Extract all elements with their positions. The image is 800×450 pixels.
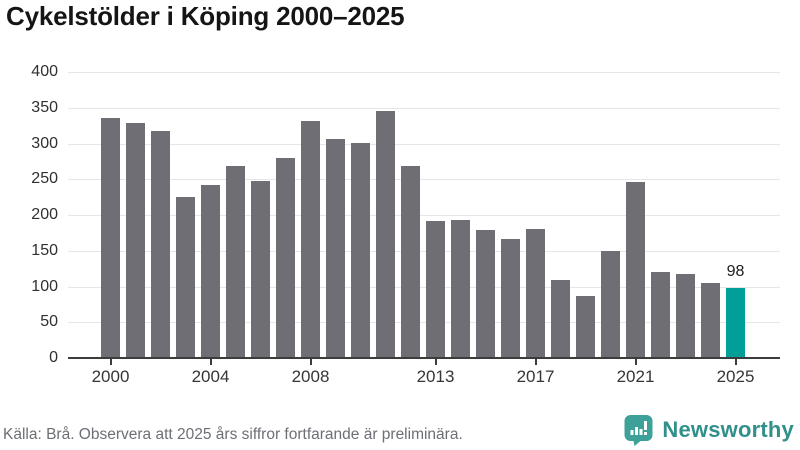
bar-slot-2001: [123, 72, 148, 358]
x-tick-2025: [734, 359, 737, 365]
x-tick-label-2000: 2000: [91, 367, 130, 386]
bar-2018: [550, 280, 571, 358]
bar-2003: [175, 197, 196, 358]
bar-slot-2023: [673, 72, 698, 358]
bar-2020: [600, 250, 621, 358]
bar-value-label-2025: 98: [726, 262, 745, 280]
x-tick-label-2013: 2013: [416, 367, 455, 386]
bar-slot-2009: [323, 72, 348, 358]
y-tick-label-150: 150: [31, 241, 58, 259]
chart-title: Cykelstölder i Köping 2000–2025: [6, 1, 405, 31]
bar-2011: [375, 110, 396, 358]
bar-slot-2010: [348, 72, 373, 358]
bar-slot-2013: [423, 72, 448, 358]
bar-slot-2006: [248, 72, 273, 358]
bar-slot-2022: [648, 72, 673, 358]
bar-2023: [675, 274, 696, 358]
x-tick-2008: [309, 359, 312, 365]
bar-2017: [525, 228, 546, 358]
bar-2000: [100, 117, 121, 358]
bar-slot-2017: [523, 72, 548, 358]
x-tick-2017: [534, 359, 537, 365]
newsworthy-logo-icon: [624, 415, 653, 446]
bar-slot-2002: [148, 72, 173, 358]
bar-slot-2011: [373, 72, 398, 358]
bar-slot-2015: [473, 72, 498, 358]
bar-2007: [275, 157, 296, 358]
bar-2005: [225, 166, 246, 358]
bar-2025: [725, 287, 746, 358]
bar-2022: [650, 271, 671, 358]
bar-slot-2024: [698, 72, 723, 358]
gridline-100: [68, 286, 780, 288]
bar-slot-2019: [573, 72, 598, 358]
bar-2021: [625, 182, 646, 358]
y-tick-label-250: 250: [31, 170, 58, 188]
x-tick-2021: [634, 359, 637, 365]
gridline-400: [68, 72, 780, 73]
gridline-250: [68, 179, 780, 181]
bar-slot-2025: 98: [723, 72, 748, 358]
x-tick-2013: [434, 359, 437, 365]
bar-slot-2020: [598, 72, 623, 358]
bar-2002: [150, 130, 171, 358]
bar-slot-2014: [448, 72, 473, 358]
bar-slot-2008: [298, 72, 323, 358]
bar-slot-2003: [173, 72, 198, 358]
x-tick-2000: [109, 359, 112, 365]
bars-row: 98: [98, 72, 748, 358]
bar-2009: [325, 139, 346, 358]
bar-2006: [250, 180, 271, 358]
bar-slot-2018: [548, 72, 573, 358]
bar-2004: [200, 184, 221, 358]
bar-slot-2004: [198, 72, 223, 358]
bar-2024: [700, 282, 721, 358]
bar-2016: [500, 239, 521, 358]
bar-slot-2007: [273, 72, 298, 358]
x-tick-label-2017: 2017: [516, 367, 555, 386]
y-tick-label-400: 400: [31, 63, 58, 80]
bar-2001: [125, 123, 146, 358]
bar-2010: [350, 142, 371, 358]
x-axis-line: [68, 356, 780, 359]
gridline-350: [68, 107, 780, 109]
y-tick-label-100: 100: [31, 277, 58, 295]
gridline-300: [68, 143, 780, 145]
brand-lockup: Newsworthy: [623, 414, 794, 446]
source-note: Källa: Brå. Observera att 2025 års siffr…: [3, 426, 463, 443]
bar-slot-2000: [98, 72, 123, 358]
bar-2008: [300, 121, 321, 358]
bar-2015: [475, 230, 496, 358]
y-tick-label-350: 350: [31, 98, 58, 116]
y-axis: 0 50 100 150 200 250 300 350 400: [0, 63, 58, 366]
gridline-150: [68, 250, 780, 252]
plot-area: 98 2000 2004 2008 2013 2017 2021 2025: [68, 72, 780, 386]
y-tick-label-200: 200: [31, 206, 58, 223]
bar-slot-2016: [498, 72, 523, 358]
bar-2014: [450, 220, 471, 358]
brand-name: Newsworthy: [662, 417, 794, 442]
x-tick-2004: [209, 359, 212, 365]
bar-2012: [400, 165, 421, 358]
bar-2019: [575, 295, 596, 358]
x-tick-label-2021: 2021: [616, 367, 655, 386]
x-tick-label-2004: 2004: [191, 367, 230, 386]
y-tick-label-50: 50: [40, 313, 58, 331]
x-tick-label-2008: 2008: [291, 367, 330, 386]
gridline-200: [68, 215, 780, 216]
bar-slot-2021: [623, 72, 648, 358]
y-tick-label-300: 300: [31, 134, 58, 152]
bar-slot-2012: [398, 72, 423, 358]
bar-2013: [425, 221, 446, 358]
bar-slot-2005: [223, 72, 248, 358]
x-tick-label-2025: 2025: [716, 367, 755, 386]
y-tick-label-0: 0: [49, 349, 58, 366]
gridline-50: [68, 322, 780, 324]
